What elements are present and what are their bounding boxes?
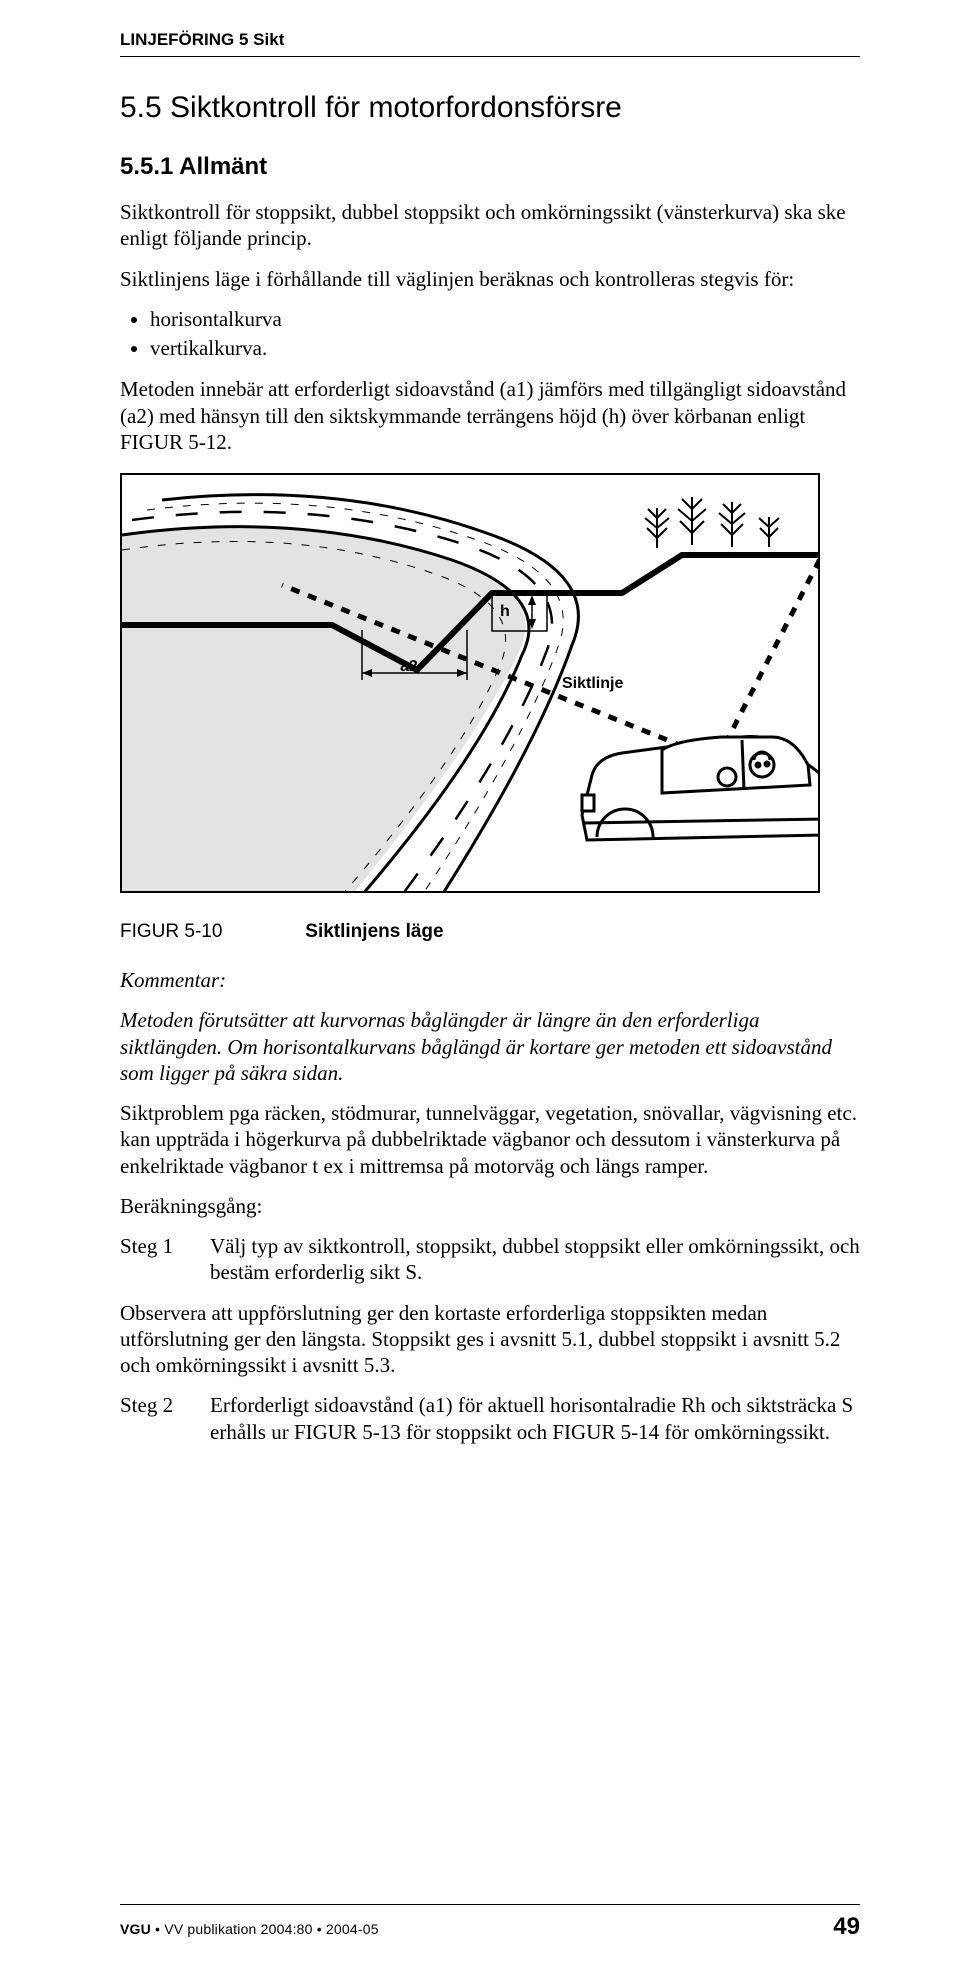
step-1-label: Steg 1 — [120, 1233, 210, 1286]
header-rule — [120, 56, 860, 57]
step-2: Steg 2 Erforderligt sidoavstånd (a1) för… — [120, 1392, 860, 1445]
figure-label-siktlinje: Siktlinje — [562, 675, 623, 693]
step-2-label: Steg 2 — [120, 1392, 210, 1445]
footer-rule — [120, 1904, 860, 1905]
heading-5-5: 5.5 Siktkontroll för motorfordonsförsre — [120, 91, 860, 125]
page-number: 49 — [833, 1913, 860, 1941]
para-list-intro: Siktlinjens läge i förhållande till vägl… — [120, 266, 860, 292]
step-1: Steg 1 Välj typ av siktkontroll, stoppsi… — [120, 1233, 860, 1286]
footer-publication: VGU • VV publikation 2004:80 • 2004-05 — [120, 1921, 379, 1937]
sight-line-right — [717, 555, 820, 760]
para-berakningsgang: Beräkningsgång: — [120, 1193, 860, 1219]
page: LINJEFÖRING 5 Sikt 5.5 Siktkontroll för … — [0, 0, 960, 1971]
trees-icon — [645, 497, 779, 548]
para-intro: Siktkontroll för stoppsikt, dubbel stopp… — [120, 199, 860, 252]
bullet-horisontalkurva: horisontalkurva — [150, 306, 860, 333]
step-1-body: Välj typ av siktkontroll, stoppsikt, dub… — [210, 1233, 860, 1286]
dim-h-arrow-t — [528, 595, 536, 605]
footer-rest: • VV publikation 2004:80 • 2004-05 — [151, 1921, 379, 1937]
para-kommentar: Metoden förutsätter att kurvornas båglän… — [120, 1007, 860, 1086]
para-siktproblem: Siktproblem pga räcken, stödmurar, tunne… — [120, 1100, 860, 1179]
road-shade — [122, 527, 526, 893]
para-method: Metoden innebär att erforderligt sidoavs… — [120, 376, 860, 455]
step-2-body: Erforderligt sidoavstånd (a1) för aktuel… — [210, 1392, 860, 1445]
figure-label-h: h — [500, 603, 510, 621]
figure-caption-number: FIGUR 5-10 — [120, 921, 300, 943]
running-header: LINJEFÖRING 5 Sikt — [120, 30, 860, 50]
figure-svg — [122, 475, 820, 893]
heading-5-5-1: 5.5.1 Allmänt — [120, 153, 860, 181]
figure-5-10: h a2 Siktlinje — [120, 473, 820, 893]
figure-label-a2: a2 — [400, 658, 418, 676]
page-footer: VGU • VV publikation 2004:80 • 2004-05 4… — [120, 1904, 860, 1941]
footer-vgu: VGU — [120, 1921, 151, 1937]
kommentar-label: Kommentar: — [120, 967, 860, 993]
car-icon — [582, 737, 820, 841]
criteria-list: horisontalkurva vertikalkurva. — [120, 306, 860, 363]
bullet-vertikalkurva: vertikalkurva. — [150, 335, 860, 362]
figure-caption: FIGUR 5-10 Siktlinjens läge — [120, 921, 860, 943]
figure-caption-title: Siktlinjens läge — [305, 921, 443, 942]
para-observera: Observera att uppförslutning ger den kor… — [120, 1300, 860, 1379]
